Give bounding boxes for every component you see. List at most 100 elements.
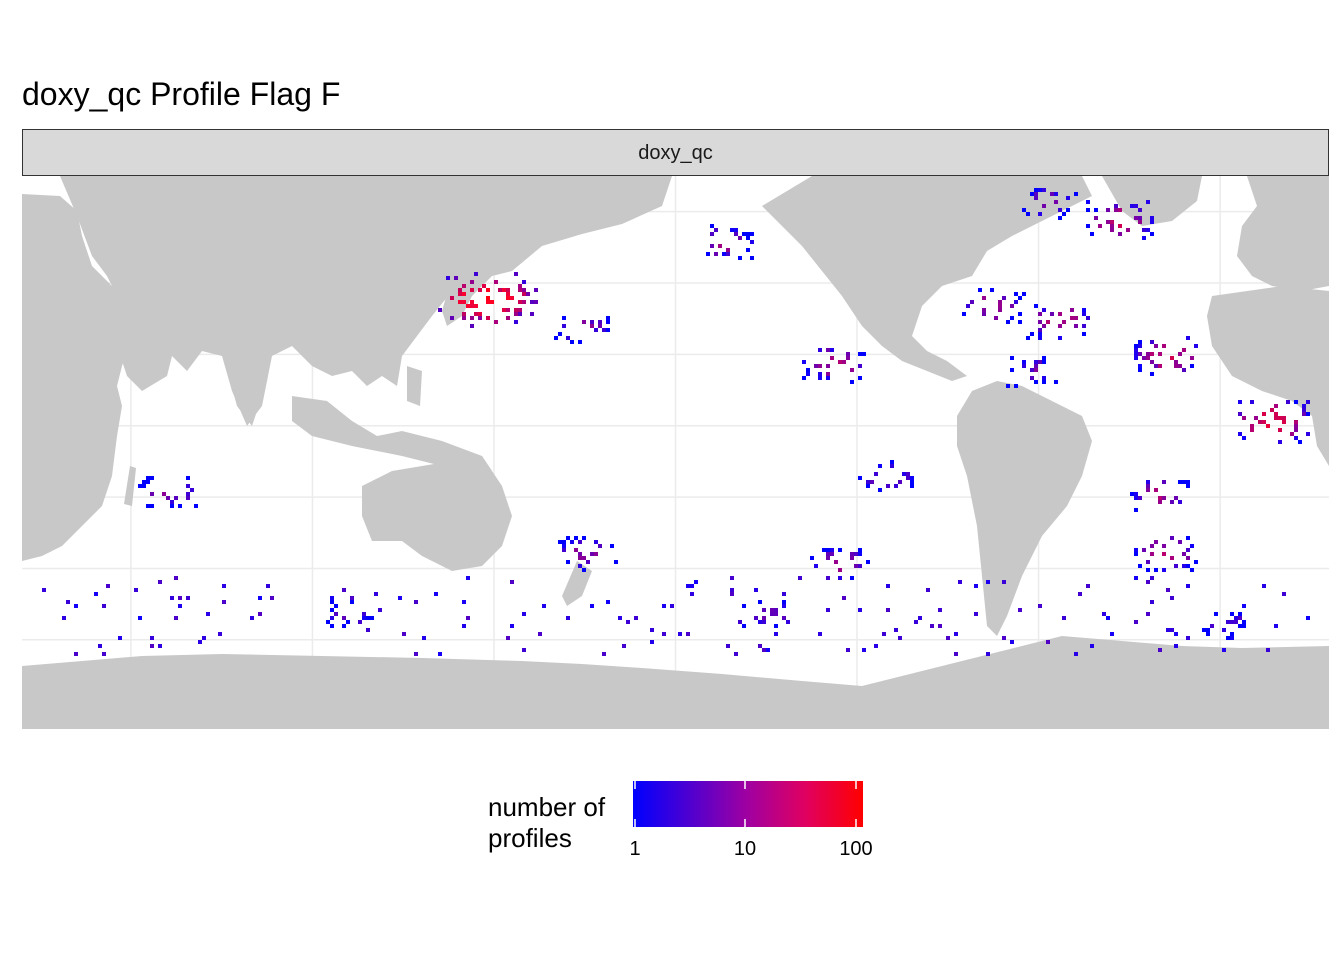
profile-cell [894,628,898,632]
profile-cell [1150,372,1154,376]
profile-cell [726,248,730,252]
profile-cell [1150,232,1154,236]
profile-cell [910,484,914,488]
profile-cell [66,600,70,604]
profile-cell [930,624,934,628]
profile-cell [1086,200,1090,204]
profile-cell [982,312,986,316]
profile-cell [506,636,510,640]
profile-cell [334,612,338,616]
profile-cell [982,308,986,312]
profile-cell [1242,624,1246,628]
profile-cell [1170,356,1174,360]
profile-cell [1038,336,1042,340]
profile-cell [1190,356,1194,360]
profile-cell [894,484,898,488]
profile-cell [374,592,378,596]
profile-cell [1162,344,1166,348]
profile-cell [726,252,730,256]
profile-cell [706,252,710,256]
profile-cell [102,604,106,608]
profile-cell [1238,412,1242,416]
profile-cell [1154,364,1158,368]
profile-cell [170,500,174,504]
profile-cell [1194,560,1198,564]
profile-cell [758,644,762,648]
profile-cell [810,556,814,560]
profile-cell [730,228,734,232]
profile-cell [1046,320,1050,324]
facet-label: doxy_qc [638,142,713,164]
profile-cell [1082,332,1086,336]
profile-cell [574,536,578,540]
profile-cell [1082,308,1086,312]
profile-cell [506,296,510,300]
profile-cell [1130,492,1134,496]
profile-cell [494,320,498,324]
profile-cell [826,552,830,556]
profile-cell [458,300,462,304]
profile-cell [598,324,602,328]
profile-cell [1054,200,1058,204]
profile-cell [730,592,734,596]
profile-cell [1162,480,1166,484]
profile-cell [1062,616,1066,620]
profile-cell [1034,368,1038,372]
profile-cell [1150,576,1154,580]
profile-cell [762,648,766,652]
profile-cell [1194,344,1198,348]
profile-cell [178,596,182,600]
profile-cell [158,580,162,584]
profile-cell [1054,192,1058,196]
profile-cell [1174,632,1178,636]
profile-cell [1150,340,1154,344]
legend-title: number of profiles [488,792,606,853]
profile-cell [1158,352,1162,356]
profile-cell [1138,220,1142,224]
profile-cell [466,616,470,620]
profile-cell [1178,480,1182,484]
profile-cell [1190,364,1194,368]
profile-cell [142,484,146,488]
profile-cell [1070,308,1074,312]
profile-cell [146,476,150,480]
profile-cell [1262,412,1266,416]
profile-cell [1182,564,1186,568]
profile-cell [1238,612,1242,616]
profile-cell [602,652,606,656]
profile-cell [498,288,502,292]
profile-cell [910,480,914,484]
profile-cell [1134,552,1138,556]
profile-cell [1266,648,1270,652]
profile-cell [1190,568,1194,572]
profile-cell [222,600,226,604]
profile-cell [1030,368,1034,372]
profile-cell [1038,360,1042,364]
profile-cell [1182,368,1186,372]
profile-cell [1278,428,1282,432]
profile-cell [842,596,846,600]
profile-cell [1230,620,1234,624]
profile-cell [1150,352,1154,356]
profile-cell [470,288,474,292]
profile-cell [1134,492,1138,496]
profile-cell [582,568,586,572]
profile-cell [530,300,534,304]
profile-cell [1034,196,1038,200]
profile-cell [1302,408,1306,412]
profile-cell [1306,616,1310,620]
profile-cell [1178,540,1182,544]
land-south-america [957,381,1092,636]
profile-cell [830,552,834,556]
profile-cell [1030,376,1034,380]
profile-cell [478,316,482,320]
profile-cell [330,608,334,612]
profile-cell [1134,348,1138,352]
profile-cell [850,380,854,384]
profile-cell [1226,620,1230,624]
profile-cell [1074,652,1078,656]
profile-cell [270,596,274,600]
profile-cell [1294,436,1298,440]
profile-cell [850,368,854,372]
profile-cell [1186,480,1190,484]
